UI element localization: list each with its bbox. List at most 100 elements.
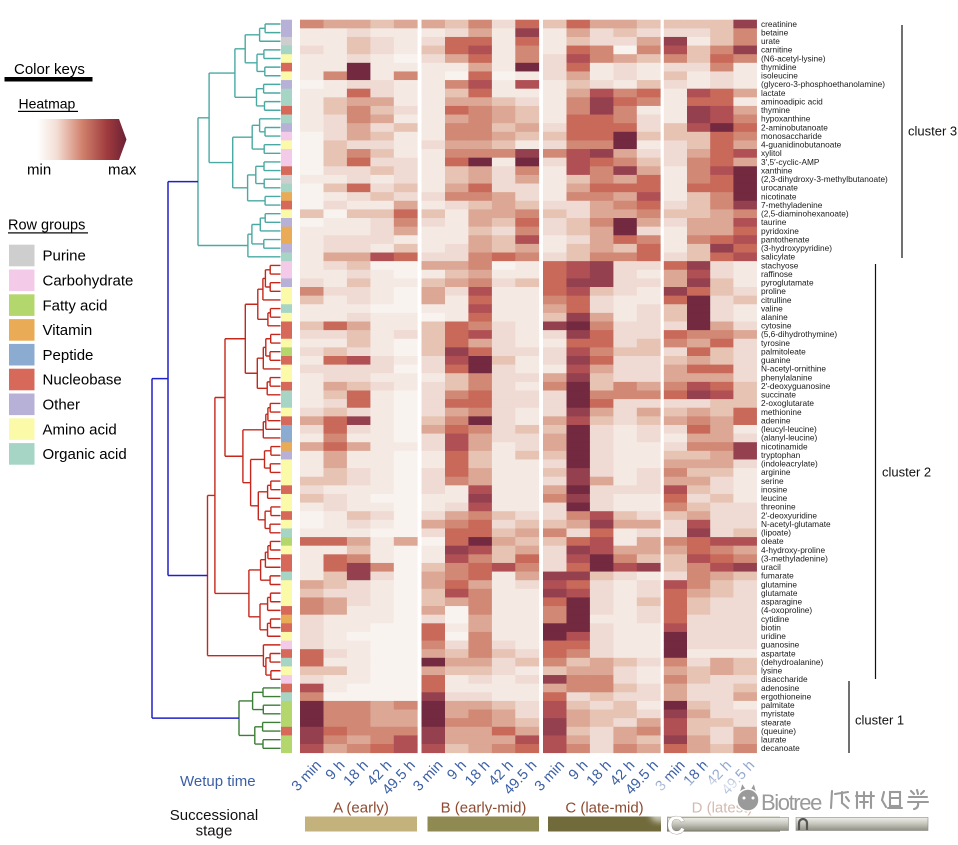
svg-text:min: min [27, 162, 51, 179]
svg-text:glutamate: glutamate [761, 588, 798, 598]
svg-text:Color keys: Color keys [14, 61, 85, 78]
svg-text:Carbohydrate: Carbohydrate [43, 273, 134, 290]
svg-text:monosaccharide: monosaccharide [761, 131, 822, 141]
svg-text:xanthine: xanthine [761, 165, 793, 175]
svg-text:(leucyl-leucine): (leucyl-leucine) [761, 424, 817, 434]
svg-text:serine: serine [761, 476, 784, 486]
svg-text:cluster 2: cluster 2 [882, 465, 931, 480]
svg-text:Fatty acid: Fatty acid [43, 297, 108, 314]
svg-text:decanoate: decanoate [761, 743, 800, 753]
svg-text:tyrosine: tyrosine [761, 338, 790, 348]
svg-text:isoleucine: isoleucine [761, 71, 798, 81]
svg-text:urate: urate [761, 36, 780, 46]
svg-text:alanine: alanine [761, 312, 788, 322]
svg-text:(3-methyladenine): (3-methyladenine) [761, 553, 828, 563]
svg-text:uridine: uridine [761, 631, 786, 641]
svg-text:(queuine): (queuine) [761, 726, 796, 736]
svg-text:glutamine: glutamine [761, 579, 797, 589]
svg-text:pantothenate: pantothenate [761, 234, 810, 244]
svg-text:fumarate: fumarate [761, 571, 794, 581]
svg-text:(lipoate): (lipoate) [761, 528, 791, 538]
svg-text:succinate: succinate [761, 390, 796, 400]
svg-text:creatinine: creatinine [761, 19, 797, 29]
svg-text:stage: stage [196, 823, 233, 840]
svg-text:tryptophan: tryptophan [761, 450, 801, 460]
svg-text:3′,5′-cyclic-AMP: 3′,5′-cyclic-AMP [761, 157, 820, 167]
svg-text:oleate: oleate [761, 536, 784, 546]
svg-text:Row groups: Row groups [8, 218, 85, 234]
svg-text:threonine: threonine [761, 502, 796, 512]
svg-text:aspartate: aspartate [761, 648, 796, 658]
svg-text:valine: valine [761, 303, 783, 313]
svg-text:taurine: taurine [761, 217, 787, 227]
svg-text:(alanyl-leucine): (alanyl-leucine) [761, 433, 817, 443]
svg-text:palmitate: palmitate [761, 700, 795, 710]
svg-text:pyroglutamate: pyroglutamate [761, 278, 814, 288]
svg-text:(glycero-3-phosphoethanolamine: (glycero-3-phosphoethanolamine) [761, 79, 885, 89]
svg-text:raffinose: raffinose [761, 269, 793, 279]
svg-text:asparagine: asparagine [761, 597, 802, 607]
svg-text:7-methyladenine: 7-methyladenine [761, 200, 823, 210]
svg-text:nicotinate: nicotinate [761, 191, 797, 201]
svg-text:2′-deoxyuridine: 2′-deoxyuridine [761, 510, 817, 520]
svg-text:max: max [108, 162, 137, 179]
svg-text:C: C [667, 812, 685, 840]
svg-text:guanosine: guanosine [761, 640, 800, 650]
svg-text:4-hydroxy-proline: 4-hydroxy-proline [761, 545, 825, 555]
svg-text:cluster 3: cluster 3 [908, 124, 957, 139]
svg-text:(5,6-dihydrothymine): (5,6-dihydrothymine) [761, 329, 837, 339]
svg-text:Vitamin: Vitamin [43, 322, 93, 339]
svg-text:adenosine: adenosine [761, 683, 800, 693]
svg-text:stachyose: stachyose [761, 260, 799, 270]
svg-text:Heatmap: Heatmap [19, 96, 76, 112]
svg-text:Purine: Purine [43, 248, 86, 265]
svg-text:betaine: betaine [761, 27, 789, 37]
svg-text:cytidine: cytidine [761, 614, 790, 624]
svg-text:lysine: lysine [761, 666, 783, 676]
svg-text:A (early): A (early) [333, 800, 389, 817]
svg-text:(2,3-dihydroxy-3-methylbutanoa: (2,3-dihydroxy-3-methylbutanoate) [761, 174, 888, 184]
svg-text:salicylate: salicylate [761, 252, 796, 262]
svg-text:2-aminobutanoate: 2-aminobutanoate [761, 122, 828, 132]
svg-text:xylitol: xylitol [761, 148, 782, 158]
svg-text:methionine: methionine [761, 407, 802, 417]
svg-text:2′-deoxyguanosine: 2′-deoxyguanosine [761, 381, 831, 391]
svg-text:Other: Other [43, 397, 81, 414]
svg-text:ergothioneine: ergothioneine [761, 691, 812, 701]
svg-text:Biotree: Biotree [761, 790, 822, 815]
svg-text:Nucleobase: Nucleobase [43, 372, 122, 389]
svg-text:(dehydroalanine): (dehydroalanine) [761, 657, 824, 667]
svg-text:(2,5-diaminohexanoate): (2,5-diaminohexanoate) [761, 209, 849, 219]
svg-text:2-oxoglutarate: 2-oxoglutarate [761, 398, 814, 408]
svg-text:Successional: Successional [170, 807, 258, 824]
svg-text:Wetup time: Wetup time [180, 773, 256, 790]
svg-text:citrulline: citrulline [761, 295, 792, 305]
svg-text:lactate: lactate [761, 88, 786, 98]
svg-text:C (late-mid): C (late-mid) [565, 800, 643, 817]
svg-text:urocanate: urocanate [761, 183, 798, 193]
svg-text:N-acetyl-ornithine: N-acetyl-ornithine [761, 364, 826, 374]
svg-text:biotin: biotin [761, 622, 781, 632]
svg-text:(3-hydroxypyridine): (3-hydroxypyridine) [761, 243, 832, 253]
svg-text:inosine: inosine [761, 484, 788, 494]
svg-text:pyridoxine: pyridoxine [761, 226, 799, 236]
svg-text:carnitine: carnitine [761, 45, 793, 55]
svg-text:Organic acid: Organic acid [43, 446, 127, 463]
svg-text:disaccharide: disaccharide [761, 674, 808, 684]
svg-text:adenine: adenine [761, 415, 791, 425]
svg-text:proline: proline [761, 286, 786, 296]
svg-text:laurate: laurate [761, 735, 787, 745]
svg-text:thymidine: thymidine [761, 62, 797, 72]
svg-text:stearate: stearate [761, 717, 791, 727]
svg-text:cluster 1: cluster 1 [855, 713, 904, 728]
svg-text:4-guanidinobutanoate: 4-guanidinobutanoate [761, 140, 842, 150]
svg-text:leucine: leucine [761, 493, 788, 503]
svg-text:hypoxanthine: hypoxanthine [761, 114, 811, 124]
svg-text:myristate: myristate [761, 709, 795, 719]
svg-text:nicotinamide: nicotinamide [761, 441, 808, 451]
svg-text:uracil: uracil [761, 562, 781, 572]
svg-text:(N6-acetyl-lysine): (N6-acetyl-lysine) [761, 53, 826, 63]
svg-text:N-acetyl-glutamate: N-acetyl-glutamate [761, 519, 831, 529]
svg-text:B (early-mid): B (early-mid) [441, 800, 527, 817]
svg-text:aminoadipic acid: aminoadipic acid [761, 96, 823, 106]
